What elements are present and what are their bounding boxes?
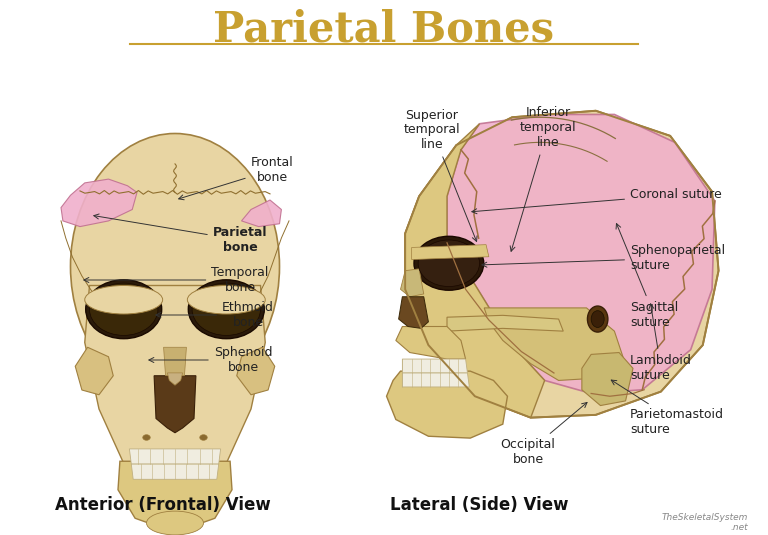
Text: Parietal Bones: Parietal Bones xyxy=(214,9,554,51)
Text: Temporal
bone: Temporal bone xyxy=(84,266,269,294)
Ellipse shape xyxy=(143,434,151,440)
Ellipse shape xyxy=(588,306,608,332)
Polygon shape xyxy=(406,111,719,418)
Polygon shape xyxy=(167,373,183,385)
Polygon shape xyxy=(402,373,469,387)
Text: Sagittal
suture: Sagittal suture xyxy=(616,224,678,329)
Text: Occipital
bone: Occipital bone xyxy=(501,402,587,466)
Polygon shape xyxy=(447,315,563,331)
Text: Lambdoid
suture: Lambdoid suture xyxy=(630,304,692,382)
Polygon shape xyxy=(241,200,281,227)
Text: Superior
temporal
line: Superior temporal line xyxy=(404,109,477,241)
Text: Frontal
bone: Frontal bone xyxy=(179,156,293,200)
Text: Anterior (Frontal) View: Anterior (Frontal) View xyxy=(55,496,271,514)
Ellipse shape xyxy=(147,511,204,535)
Ellipse shape xyxy=(414,236,484,290)
Polygon shape xyxy=(154,376,196,433)
Ellipse shape xyxy=(591,311,604,327)
Polygon shape xyxy=(400,269,424,297)
Text: Sphenoid
bone: Sphenoid bone xyxy=(149,346,272,374)
Polygon shape xyxy=(402,359,468,373)
Ellipse shape xyxy=(86,280,162,339)
Ellipse shape xyxy=(71,134,280,400)
Polygon shape xyxy=(399,297,429,328)
Text: Lateral (Side) View: Lateral (Side) View xyxy=(390,496,568,514)
Ellipse shape xyxy=(188,280,264,339)
Ellipse shape xyxy=(192,283,260,335)
Polygon shape xyxy=(396,326,465,359)
Text: Inferior
temporal
line: Inferior temporal line xyxy=(510,106,576,251)
Ellipse shape xyxy=(90,283,158,335)
Text: Coronal suture: Coronal suture xyxy=(472,188,722,214)
Polygon shape xyxy=(75,347,113,395)
Polygon shape xyxy=(61,179,137,227)
Text: Sphenoparietal
suture: Sphenoparietal suture xyxy=(482,244,725,272)
Text: .net: .net xyxy=(730,523,748,531)
Text: TheSkeletalSystem: TheSkeletalSystem xyxy=(661,514,748,523)
Polygon shape xyxy=(406,124,545,418)
Polygon shape xyxy=(84,286,265,494)
Polygon shape xyxy=(129,449,220,464)
Polygon shape xyxy=(164,347,187,376)
Ellipse shape xyxy=(200,434,207,440)
Polygon shape xyxy=(412,244,489,259)
Ellipse shape xyxy=(187,286,265,314)
Polygon shape xyxy=(131,464,219,479)
Polygon shape xyxy=(118,461,232,532)
Ellipse shape xyxy=(84,286,163,314)
Polygon shape xyxy=(237,347,275,395)
Ellipse shape xyxy=(418,240,479,287)
Polygon shape xyxy=(582,353,633,406)
Text: Parietal
bone: Parietal bone xyxy=(94,214,267,254)
Polygon shape xyxy=(484,308,624,380)
Text: Parietomastoid
suture: Parietomastoid suture xyxy=(611,380,724,436)
Text: Ethmoid
bone: Ethmoid bone xyxy=(156,301,274,329)
Polygon shape xyxy=(386,371,508,438)
Polygon shape xyxy=(447,114,715,393)
